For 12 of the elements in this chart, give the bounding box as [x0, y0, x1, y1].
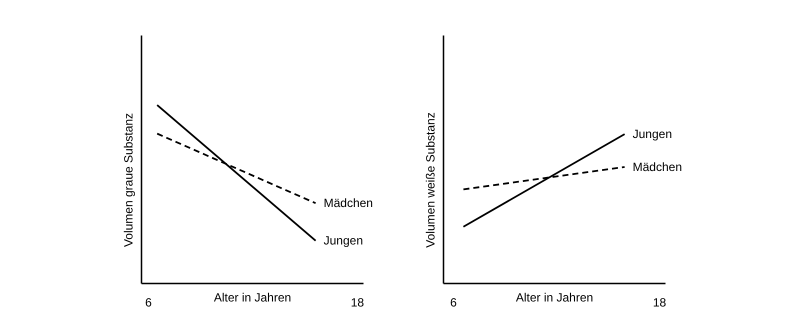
- y-axis-title: Volumen graue Substanz: [122, 112, 136, 248]
- series-label: Mädchen: [324, 196, 373, 210]
- series-label: Mädchen: [632, 160, 682, 174]
- x-tick-label: 6: [450, 296, 458, 310]
- series-label: Jungen: [324, 234, 363, 248]
- x-tick-label: 18: [652, 296, 666, 310]
- x-tick-label: 6: [145, 296, 152, 310]
- x-axis-title: Alter in Jahren: [214, 290, 292, 304]
- series-label: Jungen: [632, 127, 672, 142]
- x-axis-title: Alter in Jahren: [516, 290, 594, 304]
- x-tick-label: 18: [350, 296, 364, 310]
- y-axis-title: Volumen weiße Substanz: [424, 112, 438, 248]
